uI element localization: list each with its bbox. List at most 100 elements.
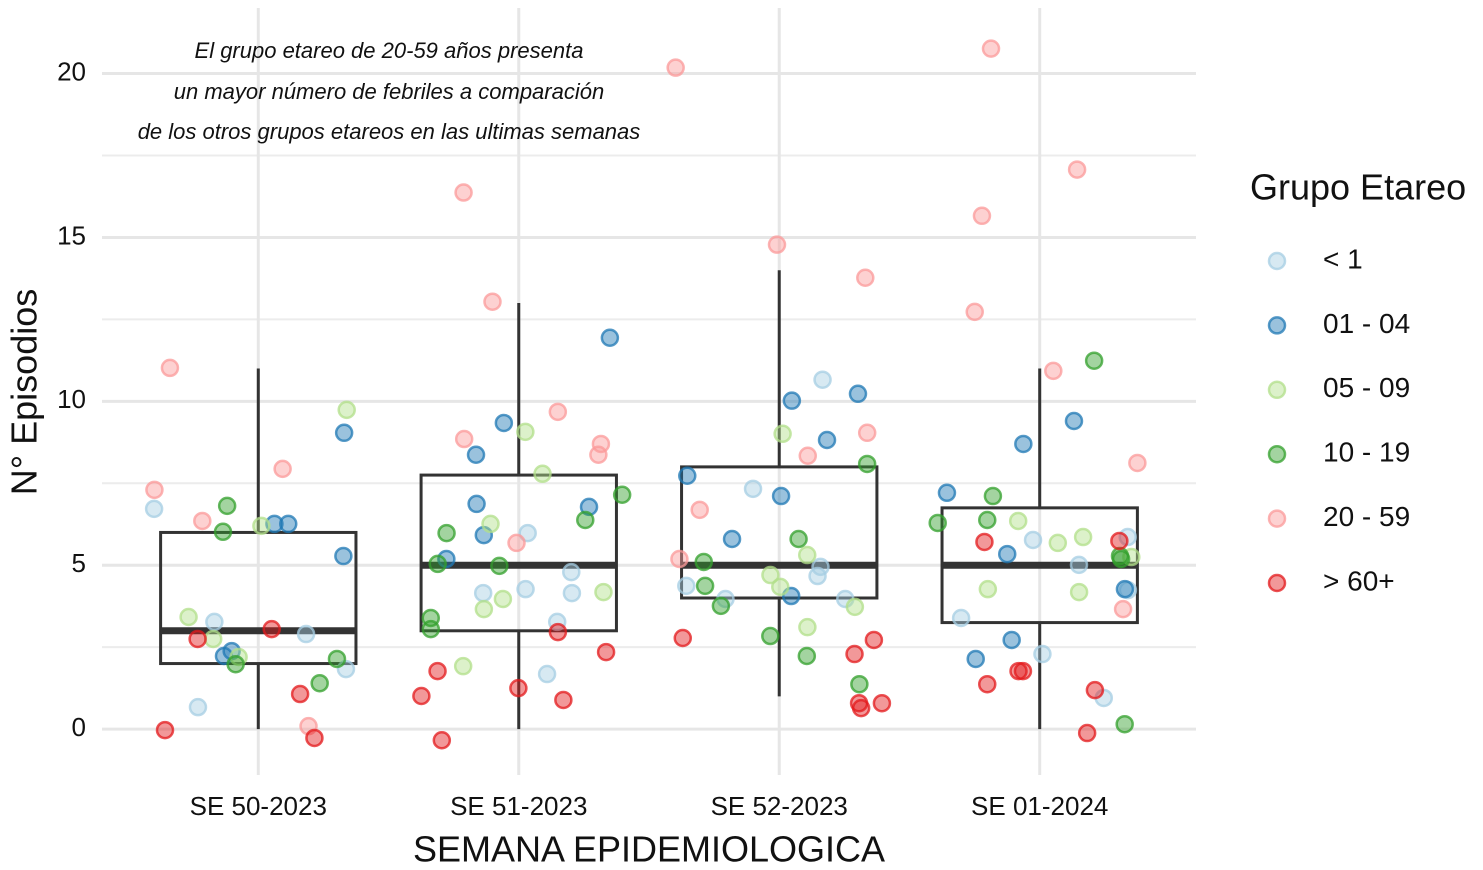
point — [1077, 723, 1097, 743]
point — [965, 302, 984, 322]
point — [576, 510, 595, 530]
legend-label: < 1 — [1323, 243, 1363, 274]
annotation: de los otros grupos etareos en las ultim… — [138, 119, 641, 144]
point — [467, 494, 486, 514]
point — [600, 328, 620, 347]
point — [290, 684, 310, 704]
point — [155, 720, 175, 740]
point — [857, 423, 877, 443]
point — [978, 510, 997, 530]
point — [1048, 533, 1068, 553]
point — [1033, 644, 1052, 664]
x-axis-title: SEMANA EPIDEMIOLOGICA — [413, 829, 885, 870]
point — [596, 642, 616, 662]
point — [481, 514, 500, 534]
point — [1113, 599, 1133, 619]
point — [483, 292, 502, 311]
box — [680, 465, 879, 600]
point — [977, 674, 997, 694]
point — [983, 486, 1003, 506]
point — [722, 529, 742, 549]
point — [160, 358, 180, 378]
point — [273, 459, 292, 479]
point — [262, 619, 281, 639]
point — [278, 514, 298, 534]
point — [978, 579, 998, 599]
point — [305, 728, 324, 748]
point — [453, 656, 473, 676]
point — [252, 516, 271, 536]
point — [296, 624, 316, 644]
point — [849, 693, 869, 713]
point — [845, 597, 865, 617]
point — [226, 654, 245, 674]
point — [797, 646, 817, 666]
point — [145, 480, 164, 500]
point — [412, 686, 431, 706]
boxes — [159, 270, 1139, 730]
legend-label: > 60+ — [1323, 565, 1395, 596]
x-tick-label: SE 52-2023 — [711, 791, 848, 821]
point — [594, 582, 613, 602]
point — [516, 422, 535, 442]
point — [789, 529, 808, 549]
point — [1067, 160, 1087, 179]
point — [1128, 453, 1147, 473]
point — [798, 446, 818, 465]
point — [490, 556, 509, 576]
point — [1014, 434, 1033, 454]
point — [334, 423, 354, 443]
y-tick-label: 10 — [57, 384, 86, 414]
point — [928, 513, 947, 533]
legend-swatch — [1267, 380, 1287, 400]
point — [1023, 530, 1043, 550]
point — [981, 39, 1001, 58]
point — [554, 690, 573, 710]
point — [1009, 661, 1028, 681]
point — [205, 612, 224, 632]
point — [432, 731, 452, 750]
point — [761, 565, 780, 585]
legend: < 1 01 - 04 05 - 09 10 - 19 20 - 59 > 60+ — [1267, 243, 1410, 596]
point — [1084, 351, 1104, 370]
point — [1069, 582, 1089, 602]
point — [310, 673, 329, 693]
point — [797, 545, 817, 565]
point — [773, 424, 792, 444]
point — [817, 430, 837, 450]
point — [771, 486, 791, 506]
points — [144, 39, 1147, 750]
point — [694, 552, 714, 572]
point — [203, 629, 223, 649]
point — [548, 402, 568, 422]
legend-swatch — [1267, 316, 1287, 335]
point — [537, 664, 557, 684]
point — [188, 697, 208, 717]
point — [473, 583, 493, 603]
legend-swatch — [1267, 444, 1287, 464]
point — [509, 678, 528, 698]
point — [188, 629, 207, 649]
point — [428, 554, 447, 574]
y-axis-title: N° Episodios — [4, 289, 45, 496]
point — [213, 522, 233, 542]
point — [217, 496, 237, 516]
point — [767, 235, 787, 254]
point — [1085, 680, 1105, 700]
point — [494, 413, 514, 433]
point — [428, 661, 447, 681]
point — [666, 58, 685, 77]
point — [975, 532, 994, 552]
legend-label: 05 - 09 — [1323, 372, 1410, 403]
point — [1073, 527, 1093, 547]
point — [1110, 531, 1129, 551]
point — [1064, 411, 1084, 431]
legend-swatch — [1267, 573, 1287, 593]
point — [1002, 630, 1021, 650]
y-tick-label: 0 — [72, 712, 86, 742]
point — [466, 445, 486, 465]
point — [591, 434, 611, 454]
y-tick-label: 5 — [72, 548, 86, 578]
point — [677, 576, 696, 596]
